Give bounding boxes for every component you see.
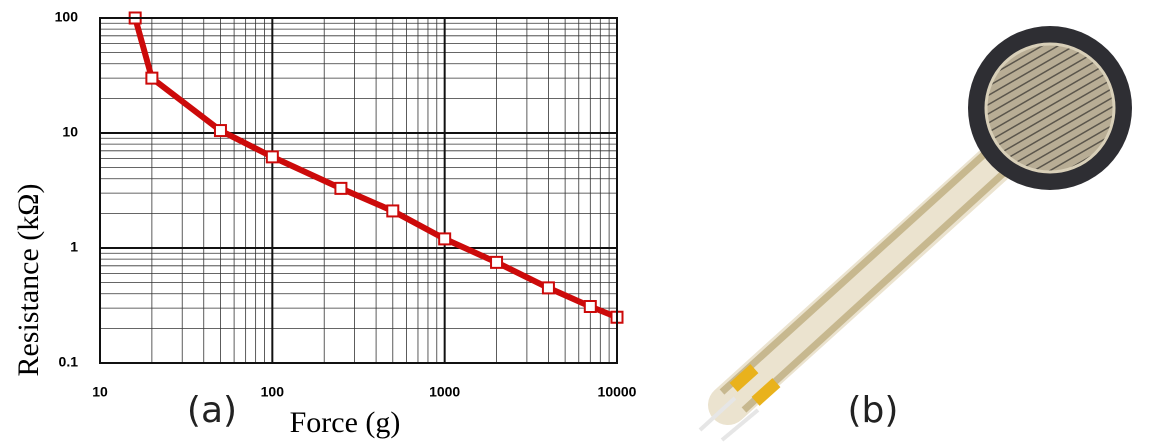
x-tick-label: 1000 (429, 384, 460, 400)
sensor-photo (700, 26, 1132, 440)
x-tick-label: 100 (261, 384, 285, 400)
plot-area: 10 100 1000 10000 0.1 1 10 100 (55, 9, 637, 400)
x-tick-label: 10 (92, 384, 108, 400)
data-point (439, 233, 450, 244)
y-tick-label: 0.1 (59, 354, 79, 370)
x-tick-label: 10000 (598, 384, 637, 400)
data-point (491, 257, 502, 268)
data-point (387, 205, 398, 216)
panel-label: (a) (187, 390, 237, 431)
data-point (146, 73, 157, 84)
data-point (335, 183, 346, 194)
data-point (543, 282, 554, 293)
y-tick-label: 100 (55, 9, 79, 25)
data-point (267, 151, 278, 162)
y-tick-label: 1 (70, 239, 78, 255)
data-point (215, 125, 226, 136)
panel-label: (b) (848, 390, 899, 431)
plot-frame (100, 18, 617, 363)
data-point (585, 301, 596, 312)
y-axis-label: Resistance (kΩ) (12, 183, 45, 376)
figure: Force (g) Resistance (kΩ) (a) (b) 101001… (0, 0, 1152, 443)
x-axis-label: Force (g) (290, 406, 401, 439)
y-tick-label: 10 (62, 124, 78, 140)
